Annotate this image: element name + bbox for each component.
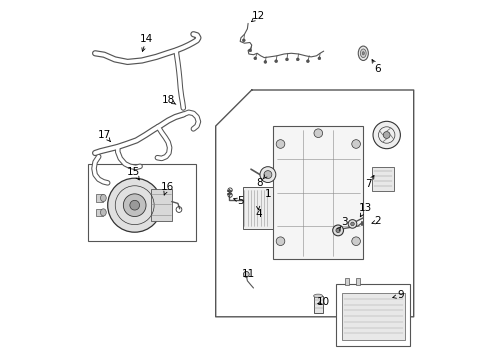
Ellipse shape <box>362 51 364 55</box>
Circle shape <box>276 140 284 148</box>
Text: 14: 14 <box>140 34 153 44</box>
Circle shape <box>335 228 340 233</box>
Circle shape <box>350 222 354 226</box>
Circle shape <box>264 60 266 63</box>
Text: 5: 5 <box>236 196 243 206</box>
Circle shape <box>264 171 271 179</box>
Circle shape <box>285 58 288 61</box>
Ellipse shape <box>101 209 106 216</box>
Text: 3: 3 <box>341 217 347 228</box>
Ellipse shape <box>313 294 322 298</box>
Ellipse shape <box>358 46 367 60</box>
Bar <box>151 189 172 221</box>
Text: 17: 17 <box>98 130 111 140</box>
Circle shape <box>347 220 356 228</box>
Circle shape <box>351 140 360 148</box>
Circle shape <box>306 60 309 63</box>
Bar <box>88 164 196 241</box>
Circle shape <box>372 121 400 149</box>
Circle shape <box>332 225 343 236</box>
Bar <box>341 293 404 340</box>
Circle shape <box>317 57 320 60</box>
Bar <box>344 278 348 285</box>
Text: 7: 7 <box>365 179 371 189</box>
Circle shape <box>248 49 251 52</box>
Text: 2: 2 <box>374 216 380 226</box>
Circle shape <box>296 58 299 61</box>
Circle shape <box>253 57 256 60</box>
Circle shape <box>243 271 249 277</box>
Bar <box>336 284 409 346</box>
Text: 4: 4 <box>255 209 262 219</box>
Circle shape <box>130 200 139 210</box>
Circle shape <box>260 167 275 183</box>
Bar <box>96 209 103 216</box>
Text: 16: 16 <box>160 182 173 192</box>
Text: 13: 13 <box>358 203 371 213</box>
Circle shape <box>351 237 360 246</box>
Bar <box>242 187 273 229</box>
Circle shape <box>123 194 146 216</box>
Ellipse shape <box>101 194 106 202</box>
Circle shape <box>383 132 389 138</box>
Bar <box>273 126 363 259</box>
Circle shape <box>313 129 322 138</box>
Text: 12: 12 <box>251 11 264 21</box>
Bar <box>96 194 103 202</box>
Text: 10: 10 <box>316 297 329 307</box>
Ellipse shape <box>360 49 366 58</box>
Text: 1: 1 <box>264 189 271 199</box>
Bar <box>313 296 322 313</box>
Bar <box>371 167 393 191</box>
Circle shape <box>107 178 162 232</box>
Circle shape <box>276 237 284 246</box>
Text: 6: 6 <box>374 64 380 74</box>
Circle shape <box>274 60 277 63</box>
Text: 8: 8 <box>256 178 263 188</box>
Text: 9: 9 <box>397 290 404 300</box>
Text: 11: 11 <box>242 269 255 279</box>
Text: 18: 18 <box>162 95 175 105</box>
Text: 15: 15 <box>127 167 140 177</box>
Circle shape <box>242 39 244 42</box>
Bar <box>355 278 359 285</box>
